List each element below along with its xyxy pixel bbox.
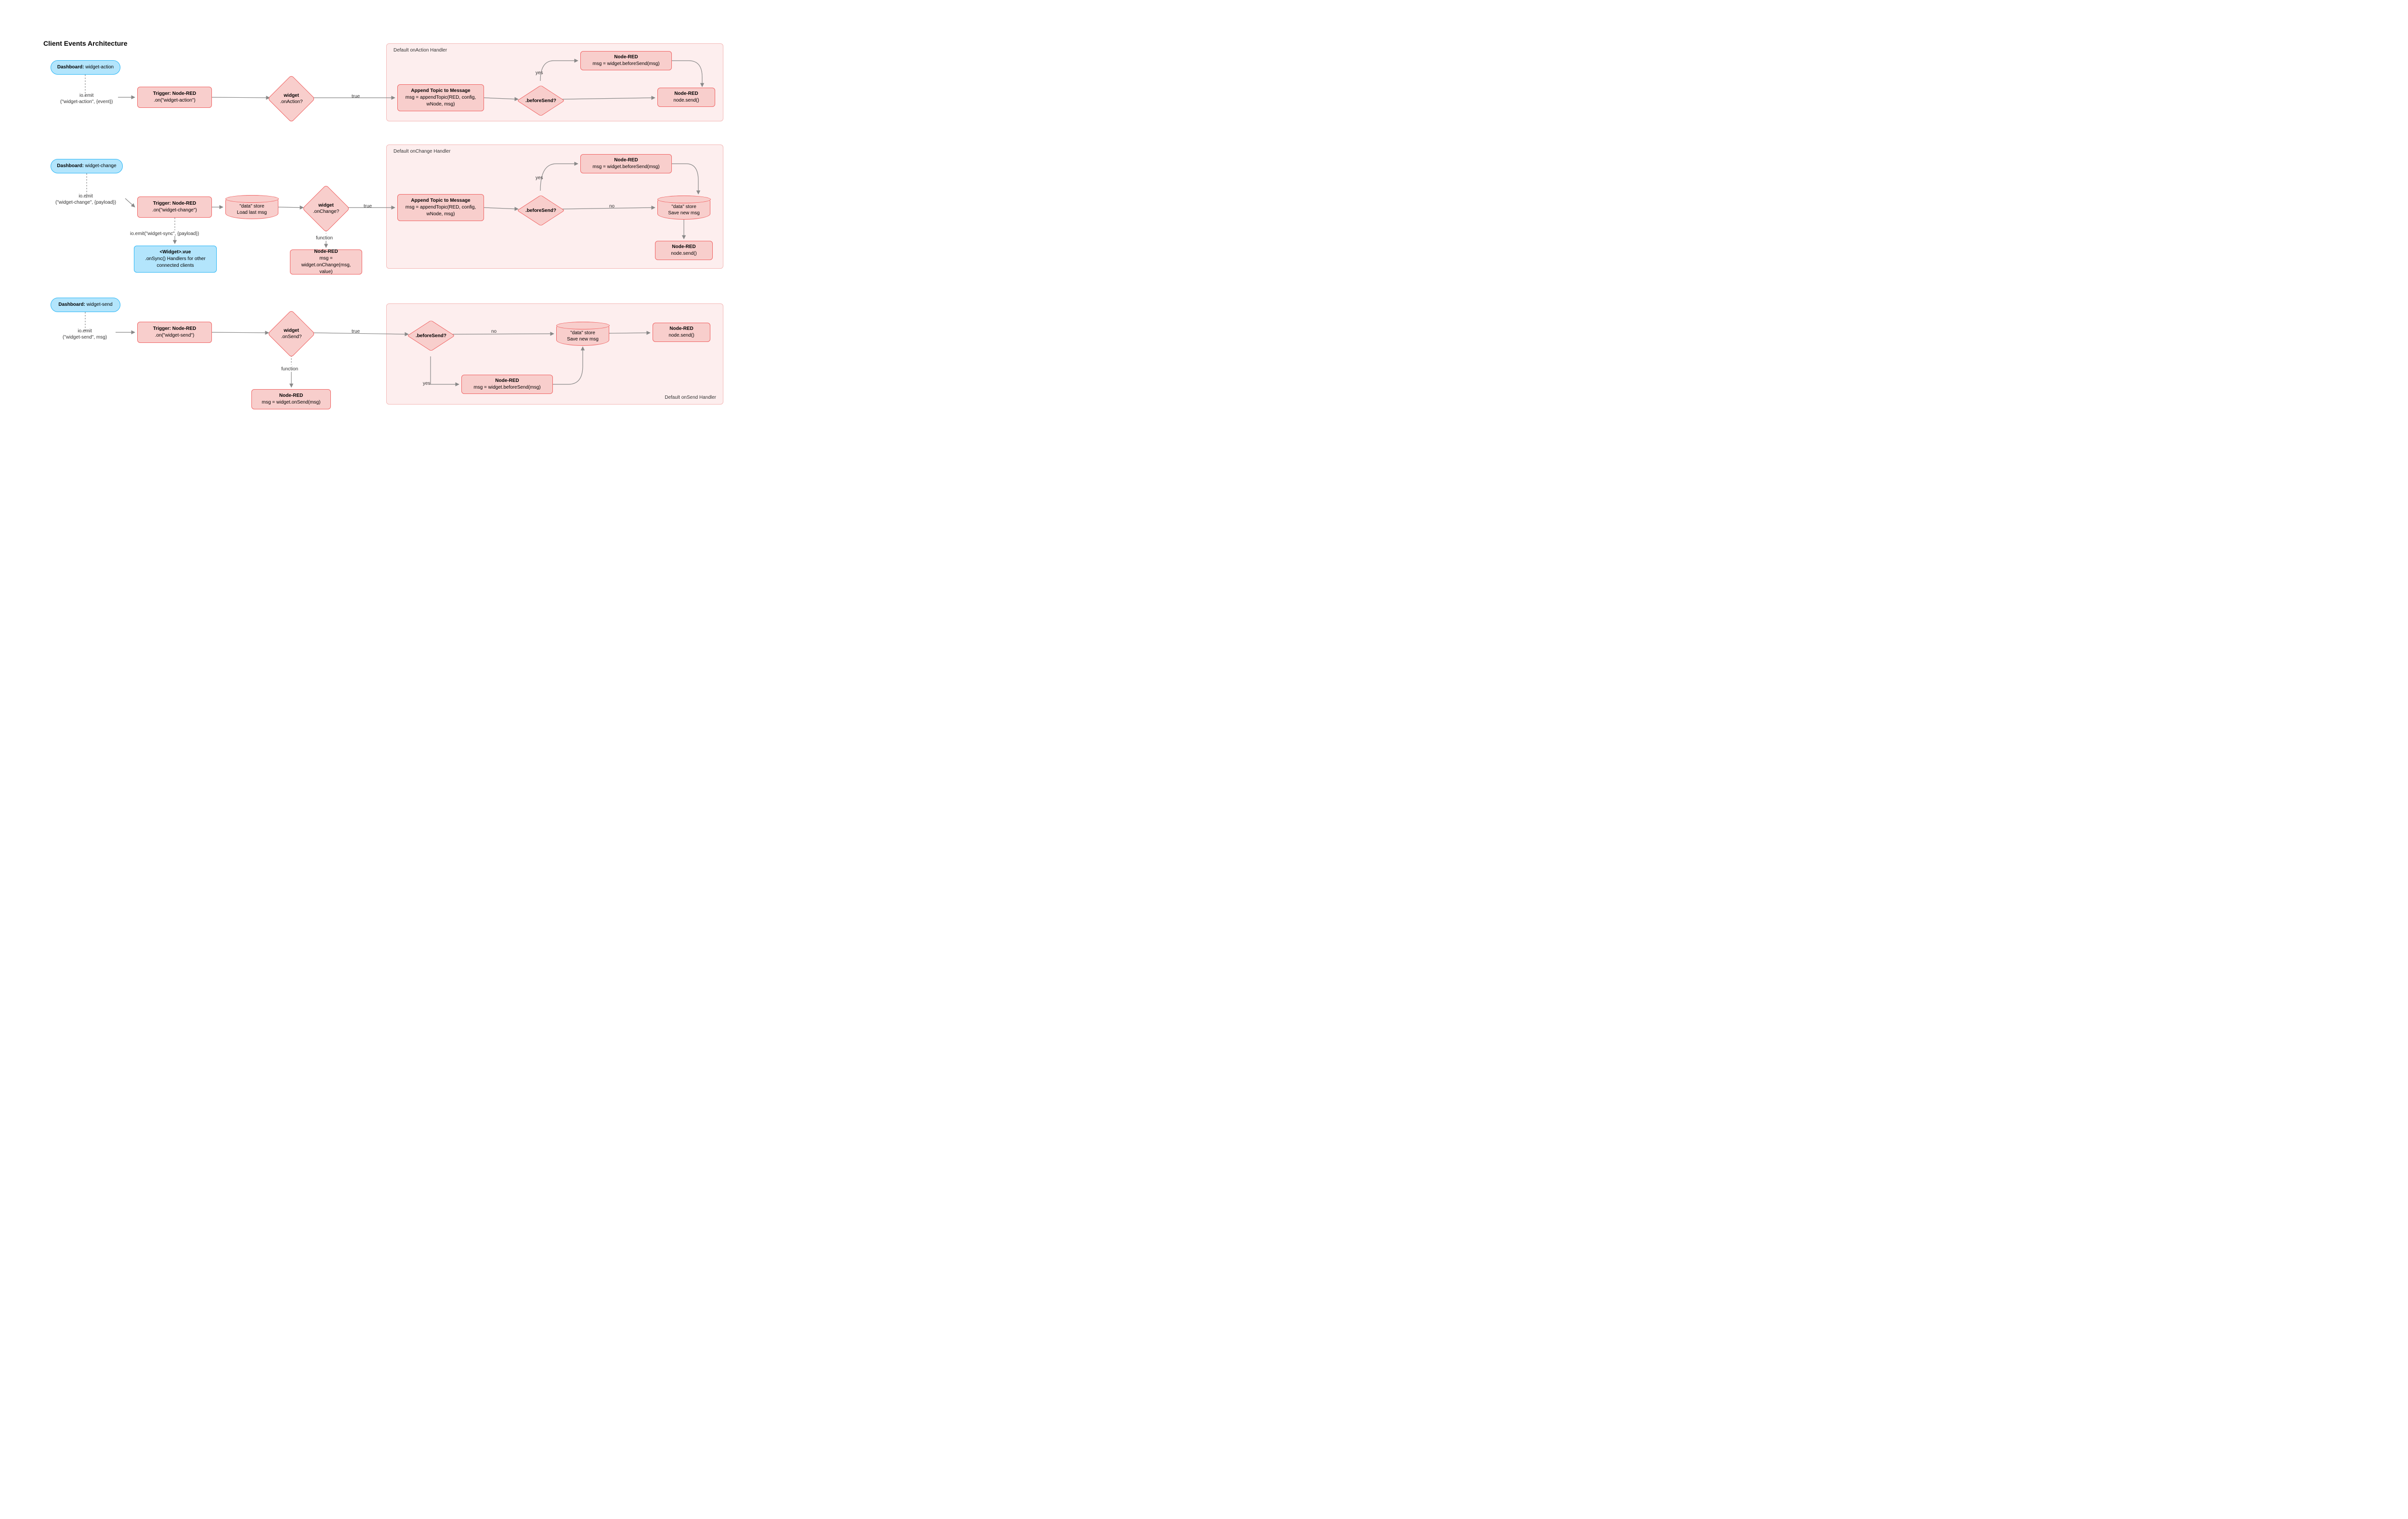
- trigger-change: Trigger: Node-RED.on("widget-change"): [137, 196, 212, 218]
- sync-label: io.emit("widget-sync", {payload}): [130, 231, 199, 237]
- beforesend-send: Node-REDmsg = widget.beforeSend(msg): [461, 375, 553, 394]
- dashboard-widget-action: Dashboard: widget-action: [51, 60, 120, 75]
- yes-label: yes: [536, 70, 543, 76]
- group-label: Default onChange Handler: [393, 149, 450, 154]
- no-label: no: [491, 328, 497, 335]
- nodesend-change: Node-REDnode.send(): [655, 241, 713, 260]
- dashboard-widget-change: Dashboard: widget-change: [51, 159, 123, 173]
- nodesend-action: Node-REDnode.send(): [657, 88, 715, 107]
- yes-label: yes: [423, 380, 431, 387]
- diamond-beforesend-change: .beforeSend?: [519, 189, 563, 232]
- emit-label: io.emit("widget-change", {payload}): [55, 193, 116, 206]
- widget-vue: <Widget>.vue.onSync() Handlers for other…: [134, 246, 217, 273]
- beforesend-action: Node-REDmsg = widget.beforeSend(msg): [580, 51, 672, 70]
- emit-label: io.emit("widget-send", msg): [63, 328, 107, 340]
- append-topic-action: Append Topic to Messagemsg = appendTopic…: [397, 84, 484, 111]
- true-label: true: [352, 93, 360, 100]
- trigger-send: Trigger: Node-RED.on("widget-send"): [137, 322, 212, 343]
- append-topic-change: Append Topic to Messagemsg = appendTopic…: [397, 194, 484, 221]
- diagram-title: Client Events Architecture: [43, 39, 128, 47]
- group-label: Default onAction Handler: [393, 48, 447, 53]
- diamond-onchange: widget.onChange?: [304, 187, 348, 230]
- diamond-onaction: widget.onAction?: [270, 77, 313, 120]
- datastore-save-send: "data" storeSave new msg: [556, 322, 609, 346]
- datastore-load: "data" storeLoad last msg: [225, 195, 278, 219]
- emit-label: io.emit("widget-action", {event}): [60, 92, 113, 105]
- no-label: no: [609, 203, 615, 210]
- trigger-action: Trigger: Node-RED.on("widget-action"): [137, 87, 212, 108]
- true-label: true: [352, 328, 360, 335]
- true-label: true: [364, 203, 372, 210]
- onsend-handler: Node-REDmsg = widget.onSend(msg): [251, 389, 331, 409]
- onchange-handler: Node-REDmsg = widget.onChange(msg, value…: [290, 249, 362, 275]
- group-label: Default onSend Handler: [665, 395, 716, 400]
- diamond-beforesend-send: .beforeSend?: [409, 314, 453, 357]
- function-label: function: [281, 366, 298, 372]
- nodesend-send: Node-REDnode.send(): [653, 323, 710, 342]
- function-label: function: [316, 235, 333, 241]
- beforesend-change: Node-REDmsg = widget.beforeSend(msg): [580, 154, 672, 173]
- datastore-save-change: "data" storeSave new msg: [657, 196, 710, 220]
- diagram-canvas: Client Events Architecture Default onAct…: [10, 10, 732, 443]
- diamond-onsend: widget.onSend?: [270, 312, 313, 355]
- diamond-beforesend-action: .beforeSend?: [519, 79, 563, 122]
- yes-label: yes: [536, 175, 543, 181]
- dashboard-widget-send: Dashboard: widget-send: [51, 298, 120, 312]
